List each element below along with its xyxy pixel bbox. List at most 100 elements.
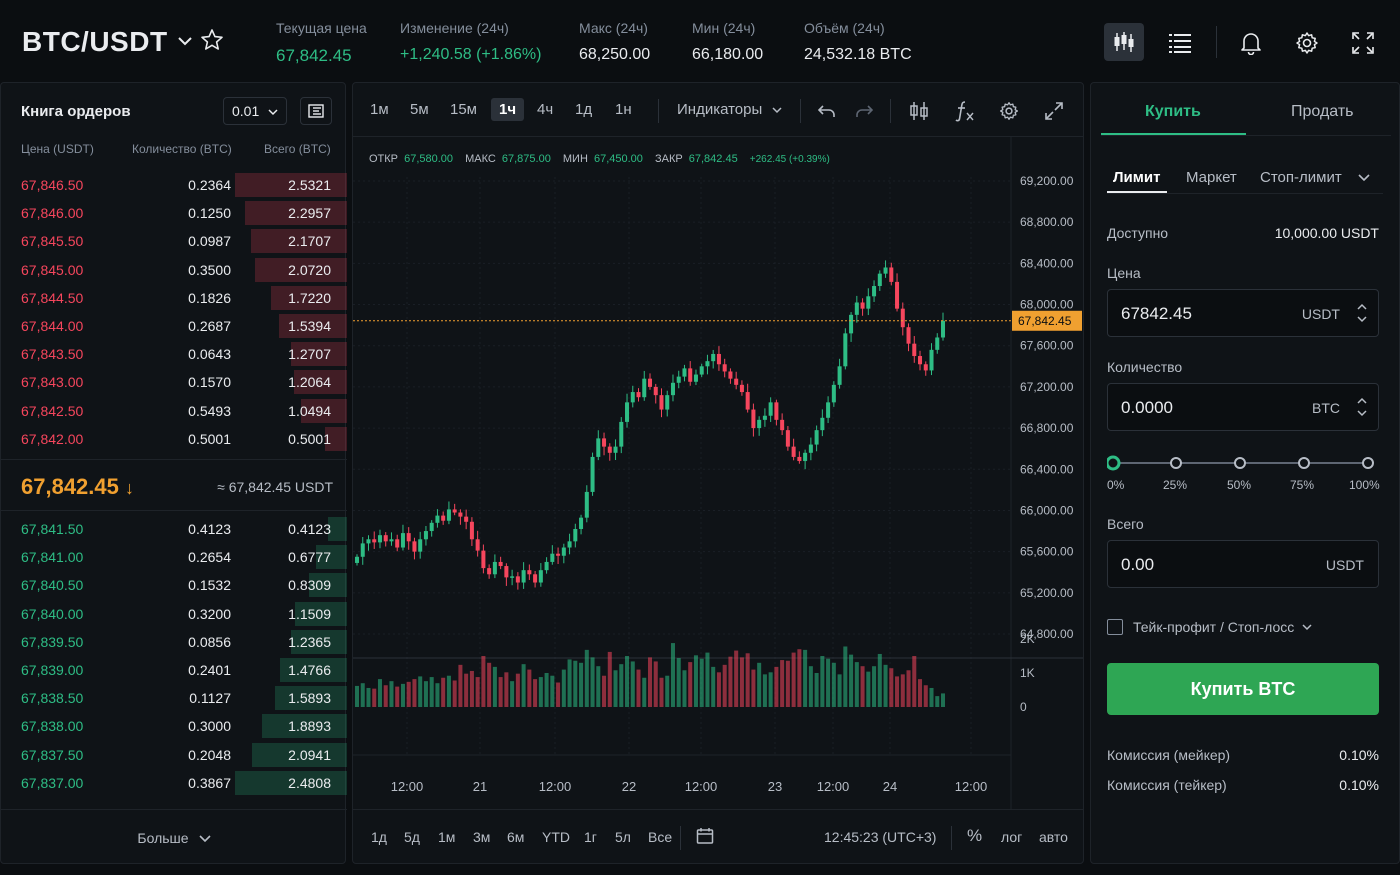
candle-body [590,456,595,492]
pair-selector[interactable]: BTC/USDT [22,26,192,58]
ask-row[interactable]: 67,845.00 0.3500 2.0720 [1,256,347,284]
auto-toggle[interactable]: авто [1039,829,1068,845]
available-label: Доступно [1107,225,1169,241]
time-tick-label: 12:00 [539,779,572,794]
ask-row[interactable]: 67,846.50 0.2364 2.5321 [1,171,347,199]
bid-row[interactable]: 67,838.50 0.1127 1.5893 [1,684,347,712]
stepper-icon[interactable] [1356,395,1368,424]
bid-row[interactable]: 67,837.50 0.2048 2.0941 [1,741,347,769]
row-total: 1.5394 [288,318,331,334]
tab-sell[interactable]: Продать [1291,103,1354,120]
ask-row[interactable]: 67,843.50 0.0643 1.2707 [1,340,347,368]
volume-bar [918,679,923,707]
list-view-icon[interactable] [1163,26,1197,60]
time-tick-label: 12:00 [817,779,850,794]
fullscreen-icon[interactable] [1346,26,1380,60]
ask-row[interactable]: 67,843.00 0.1570 1.2064 [1,368,347,396]
chart-type-icon[interactable] [907,99,931,123]
slider-label-100[interactable]: 100% [1349,478,1380,492]
tpsl-toggle[interactable]: Тейк-профит / Стоп-лосс [1107,619,1312,635]
precision-select[interactable]: 0.01 [223,97,287,125]
row-total: 0.5001 [288,430,331,447]
undo-icon[interactable] [815,99,839,123]
timeframe-1m[interactable]: 1м [370,101,389,118]
range-5y[interactable]: 5л [615,829,631,845]
ask-row[interactable]: 67,842.50 0.5493 1.0494 [1,397,347,425]
price-chart[interactable]: ОТКР 67,580.00 МАКС 67,875.00 МИН 67,450… [353,137,1083,809]
ask-row[interactable]: 67,845.50 0.0987 2.1707 [1,227,347,255]
bell-icon[interactable] [1234,26,1268,60]
buy-btc-button[interactable]: Купить BTC [1107,663,1379,715]
timeframe-1h[interactable]: 1ч [491,98,525,121]
candle-body [854,302,859,315]
expand-icon[interactable] [1042,99,1066,123]
bid-row[interactable]: 67,840.50 0.1532 0.8309 [1,571,347,599]
indicators-button[interactable]: Индикаторы [677,101,782,118]
range-1d[interactable]: 1д [371,829,387,845]
depth-bar [252,742,347,767]
slider-label-75[interactable]: 75% [1290,478,1315,492]
ask-row[interactable]: 67,844.00 0.2687 1.5394 [1,312,347,340]
stepper-icon[interactable] [1356,301,1368,330]
volume-bar [625,656,630,707]
ask-row[interactable]: 67,844.50 0.1826 1.7220 [1,284,347,312]
timeframe-4h[interactable]: 4ч [537,101,554,118]
bid-row[interactable]: 67,841.00 0.2654 0.6777 [1,543,347,571]
candle-body [923,364,928,371]
tab-buy[interactable]: Купить [1145,103,1201,120]
book-layout-icon[interactable] [300,97,332,125]
calendar-icon[interactable] [696,827,714,850]
stat-current-price: Текущая цена 67,842.45 [276,20,367,66]
amount-slider[interactable] [1107,453,1377,483]
range-1y[interactable]: 1г [584,829,597,845]
bid-row[interactable]: 67,837.00 0.3867 2.4808 [1,769,347,797]
timeframe-1w[interactable]: 1н [615,101,632,118]
candle-body [739,384,744,393]
row-total: 2.0941 [288,746,331,763]
volume-bar [533,679,538,707]
total-input[interactable]: 0.00 USDT [1107,540,1379,588]
gear-icon[interactable] [1290,26,1324,60]
range-all[interactable]: Все [648,829,673,845]
order-type-limit[interactable]: Лимит [1113,169,1161,186]
timeframe-15m[interactable]: 15м [450,101,477,118]
volume-bar [412,679,417,707]
log-toggle[interactable]: лог [1001,829,1023,845]
range-ytd[interactable]: YTD [542,829,570,845]
range-6m[interactable]: 6м [507,829,525,845]
range-5d[interactable]: 5д [404,829,420,845]
candles-view-icon[interactable] [1104,23,1144,61]
time-tick-label: 12:00 [685,779,718,794]
order-type-market[interactable]: Маркет [1186,169,1237,186]
ask-row[interactable]: 67,842.00 0.5001 0.5001 [1,425,347,453]
bid-row[interactable]: 67,839.50 0.0856 1.2365 [1,628,347,656]
slider-label-50[interactable]: 50% [1227,478,1252,492]
bid-row[interactable]: 67,838.00 0.3000 1.8893 [1,712,347,740]
candle-body [757,419,762,429]
chart-settings-icon[interactable] [997,99,1021,123]
slider-label-0[interactable]: 0% [1107,478,1125,492]
redo-icon[interactable] [852,99,876,123]
bid-row[interactable]: 67,840.00 0.3200 1.1509 [1,600,347,628]
slider-label-25[interactable]: 25% [1163,478,1188,492]
more-button[interactable]: Больше [1,809,347,865]
candle-body [676,376,681,383]
range-3m[interactable]: 3м [473,829,491,845]
candle-body [596,438,601,457]
star-icon[interactable] [200,28,224,57]
timeframe-1d[interactable]: 1д [575,101,593,118]
range-1m[interactable]: 1м [438,829,456,845]
order-type-stop-limit[interactable]: Стоп-лимит [1260,169,1370,186]
ask-row[interactable]: 67,846.00 0.1250 2.2957 [1,199,347,227]
row-total: 2.2957 [288,205,331,222]
percent-toggle[interactable]: % [967,826,983,845]
price-input[interactable]: 67842.45 USDT [1107,289,1379,337]
qty-input[interactable]: 0.0000 BTC [1107,383,1379,431]
timeframe-5m[interactable]: 5м [410,101,429,118]
stat-value: 66,180.00 [692,46,764,63]
bid-row[interactable]: 67,839.00 0.2401 1.4766 [1,656,347,684]
row-price: 67,842.00 [21,430,84,447]
bid-row[interactable]: 67,841.50 0.4123 0.4123 [1,515,347,543]
function-icon[interactable] [952,99,976,123]
tpsl-checkbox[interactable] [1107,619,1123,635]
